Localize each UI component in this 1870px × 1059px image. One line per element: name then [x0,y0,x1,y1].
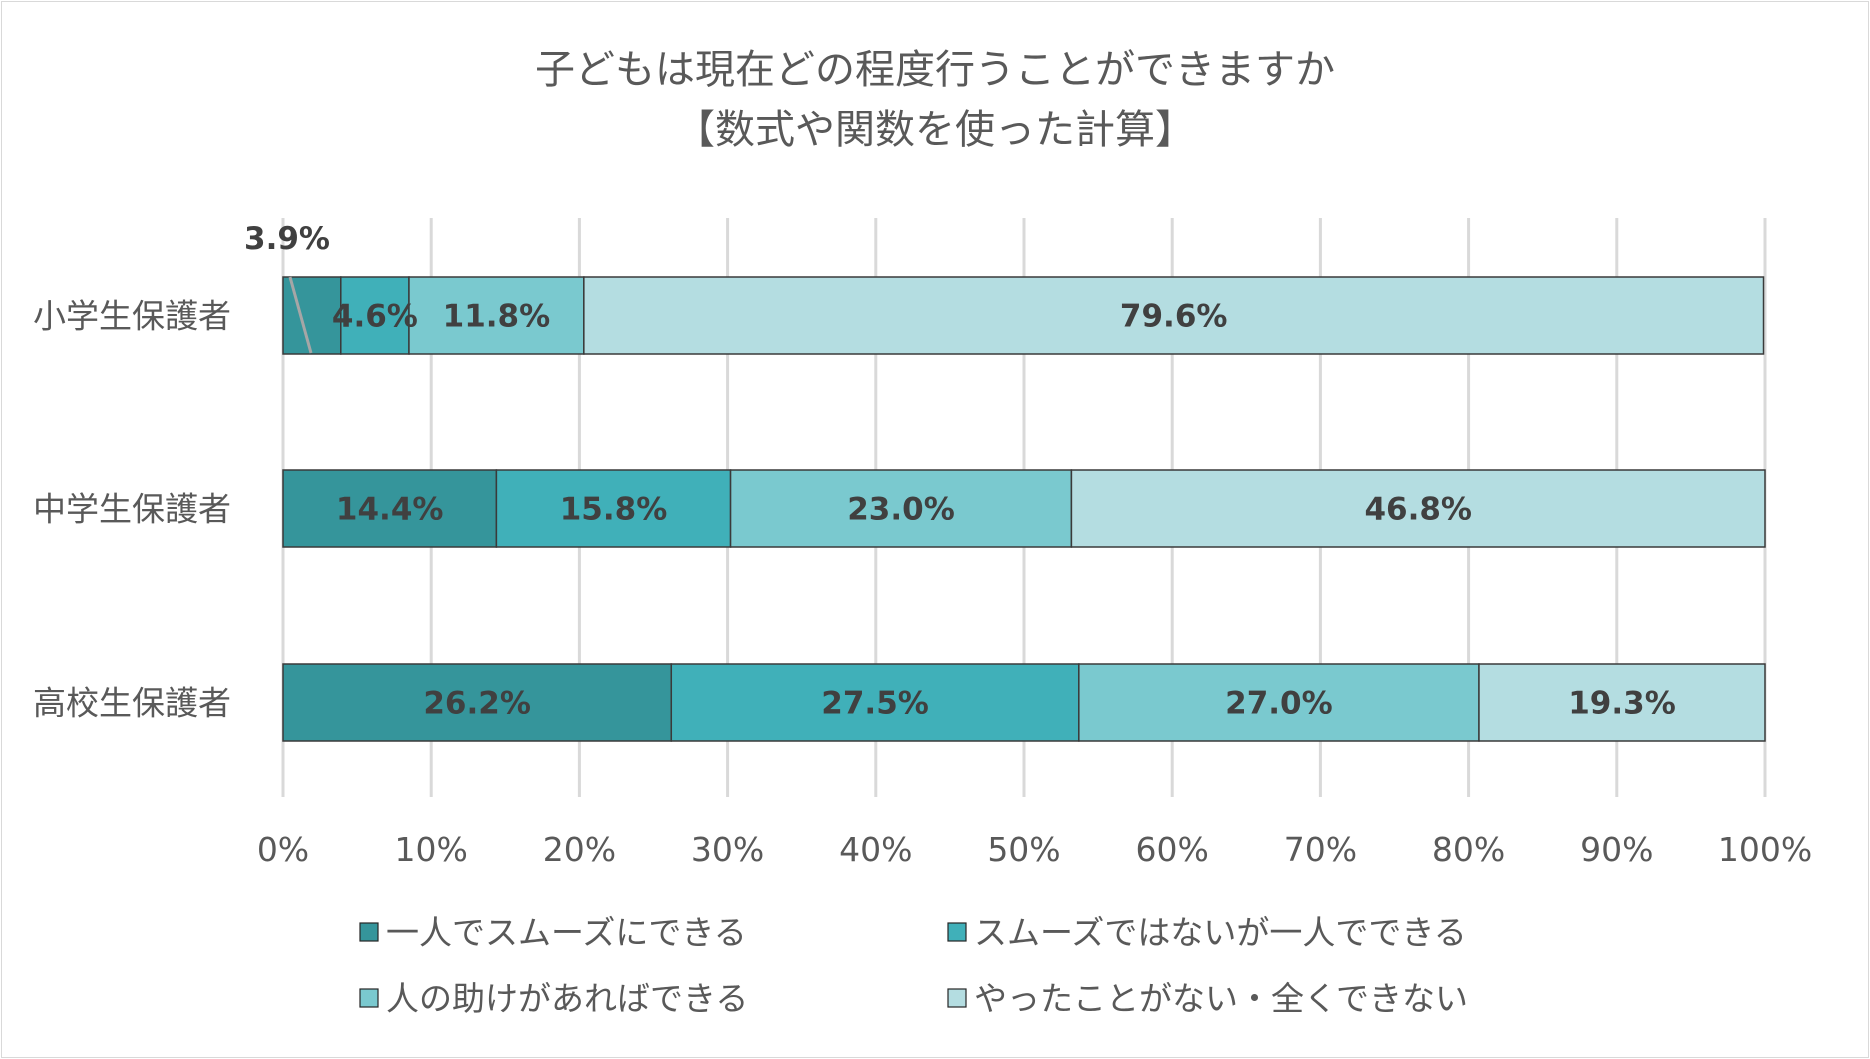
x-tick-label: 0% [257,830,309,869]
data-label: 27.5% [821,686,929,722]
x-tick-label: 70% [1284,830,1357,869]
x-tick-label: 40% [839,830,912,869]
x-tick-label: 100% [1718,830,1812,869]
leader-line [288,276,313,354]
bar-segment [282,469,498,548]
category-label: 中学生保護者 [33,490,231,529]
bar-segment [583,276,1765,355]
data-label: 15.8% [560,492,668,528]
legend-swatch [359,922,379,942]
legend-label: 人の助けがあればできる [386,979,748,1018]
data-label: 46.8% [1364,492,1472,528]
legend-swatch [359,988,379,1008]
x-tick-label: 80% [1432,830,1505,869]
chart-title-line1: 子どもは現在どの程度行うことができますか [535,47,1335,93]
legend-swatch [947,922,967,942]
bar-segment [1070,469,1766,548]
legend-label: スムーズではないが一人でできる [974,913,1467,952]
bar-segment [1078,663,1480,742]
data-label: 19.3% [1568,686,1676,722]
x-tick-label: 50% [987,830,1060,869]
bar-segment [1478,663,1766,742]
legend-label: やったことがない・全くできない [974,979,1468,1018]
data-label: 4.6% [332,299,418,335]
x-tick-label: 60% [1136,830,1209,869]
bar-segment [670,663,1080,742]
x-tick-label: 10% [395,830,468,869]
bar-segment [495,469,732,548]
legend-label: 一人でスムーズにできる [386,913,747,952]
x-tick-label: 30% [691,830,764,869]
data-label: 26.2% [423,686,531,722]
data-label: 79.6% [1120,299,1228,335]
chart-title-line2: 【数式や関数を使った計算】 [675,107,1195,153]
data-label: 14.4% [336,492,444,528]
x-tick-label: 20% [543,830,616,869]
data-label: 27.0% [1225,686,1333,722]
data-label: 11.8% [443,299,551,335]
data-label: 3.9% [244,221,330,257]
bar-segment [729,469,1073,548]
category-label: 高校生保護者 [33,684,231,723]
x-tick-label: 90% [1580,830,1653,869]
legend-swatch [947,988,967,1008]
category-label: 小学生保護者 [33,297,231,336]
data-label: 23.0% [847,492,955,528]
